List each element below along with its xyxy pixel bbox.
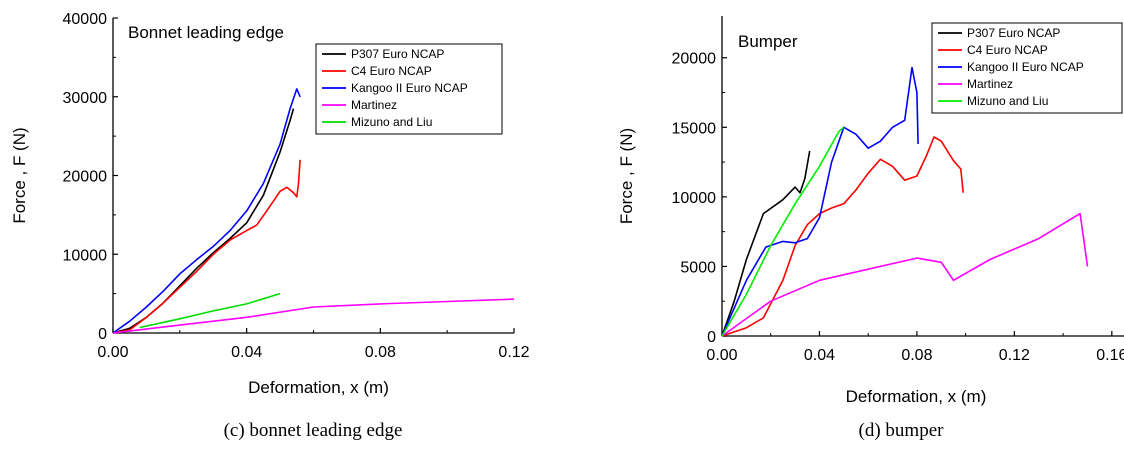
y-axis-label: Force , F (N) [10, 127, 29, 223]
legend-label: Mizuno and Liu [351, 115, 432, 129]
x-tick-label: 0.12 [498, 344, 529, 361]
y-tick-label: 10000 [63, 247, 108, 264]
x-tick-label: 0.00 [706, 347, 737, 364]
y-axis-label: Force , F (N) [617, 128, 636, 224]
y-tick-label: 40000 [63, 11, 108, 28]
series-line-mizuno-and-liu [139, 292, 281, 329]
x-tick-label: 0.16 [1096, 347, 1124, 364]
legend-label: Kangoo II Euro NCAP [967, 60, 1084, 74]
x-tick-label: 0.00 [97, 344, 128, 361]
legend-box [315, 43, 503, 135]
legend-label: Martinez [967, 77, 1013, 91]
y-tick-label: 10000 [672, 190, 717, 207]
chart-title: Bonnet leading edge [128, 23, 284, 42]
series-line-c4-euro-ncap [112, 159, 301, 334]
legend-label: P307 Euro NCAP [351, 47, 444, 61]
series-line-martinez [112, 298, 515, 334]
legend-box [931, 22, 1123, 114]
y-tick-label: 5000 [680, 259, 716, 276]
y-tick-label: 30000 [63, 90, 108, 107]
figure-caption: (c) bonnet leading edge [224, 420, 403, 441]
x-tick-label: 0.12 [999, 347, 1030, 364]
chart-panel-bumper: 0.00 0.04 0.08 0.12 0.16 0 5000 10000 15000 20000… [617, 16, 1124, 441]
x-axis-label: Deformation, x (m) [846, 387, 987, 406]
legend-label: Mizuno and Liu [967, 94, 1048, 108]
y-tick-label: 20000 [672, 51, 717, 68]
x-tick-label: 0.04 [231, 344, 262, 361]
series-line-p307-euro-ncap [721, 150, 811, 337]
chart-panel-bonnet: 0.00 0.04 0.08 0.12 0 10000 20000 30000 40000 Bon… [10, 11, 530, 441]
series-line-c4-euro-ncap [721, 136, 964, 337]
legend-label: Kangoo II Euro NCAP [351, 81, 468, 95]
figure-caption: (d) bumper [859, 420, 945, 441]
x-axis-label: Deformation, x (m) [248, 378, 389, 397]
x-tick-label: 0.08 [901, 347, 932, 364]
y-tick-label: 0 [98, 326, 107, 343]
series-line-kangoo-ii-euro-ncap [112, 88, 301, 334]
legend-label: Martinez [351, 98, 397, 112]
y-tick-label: 0 [707, 329, 716, 346]
x-tick-label: 0.04 [804, 347, 835, 364]
chart-title: Bumper [738, 32, 798, 51]
legend-label: C4 Euro NCAP [351, 64, 432, 78]
y-tick-label: 15000 [672, 120, 717, 137]
x-tick-label: 0.08 [365, 344, 396, 361]
series-line-p307-euro-ncap [112, 108, 295, 334]
y-tick-label: 20000 [63, 169, 108, 186]
series-line-kangoo-ii-euro-ncap [721, 66, 919, 337]
legend-label: P307 Euro NCAP [967, 26, 1060, 40]
legend-label: C4 Euro NCAP [967, 43, 1048, 57]
series-line-mizuno-and-liu [721, 126, 845, 337]
series-line-martinez [721, 212, 1089, 337]
